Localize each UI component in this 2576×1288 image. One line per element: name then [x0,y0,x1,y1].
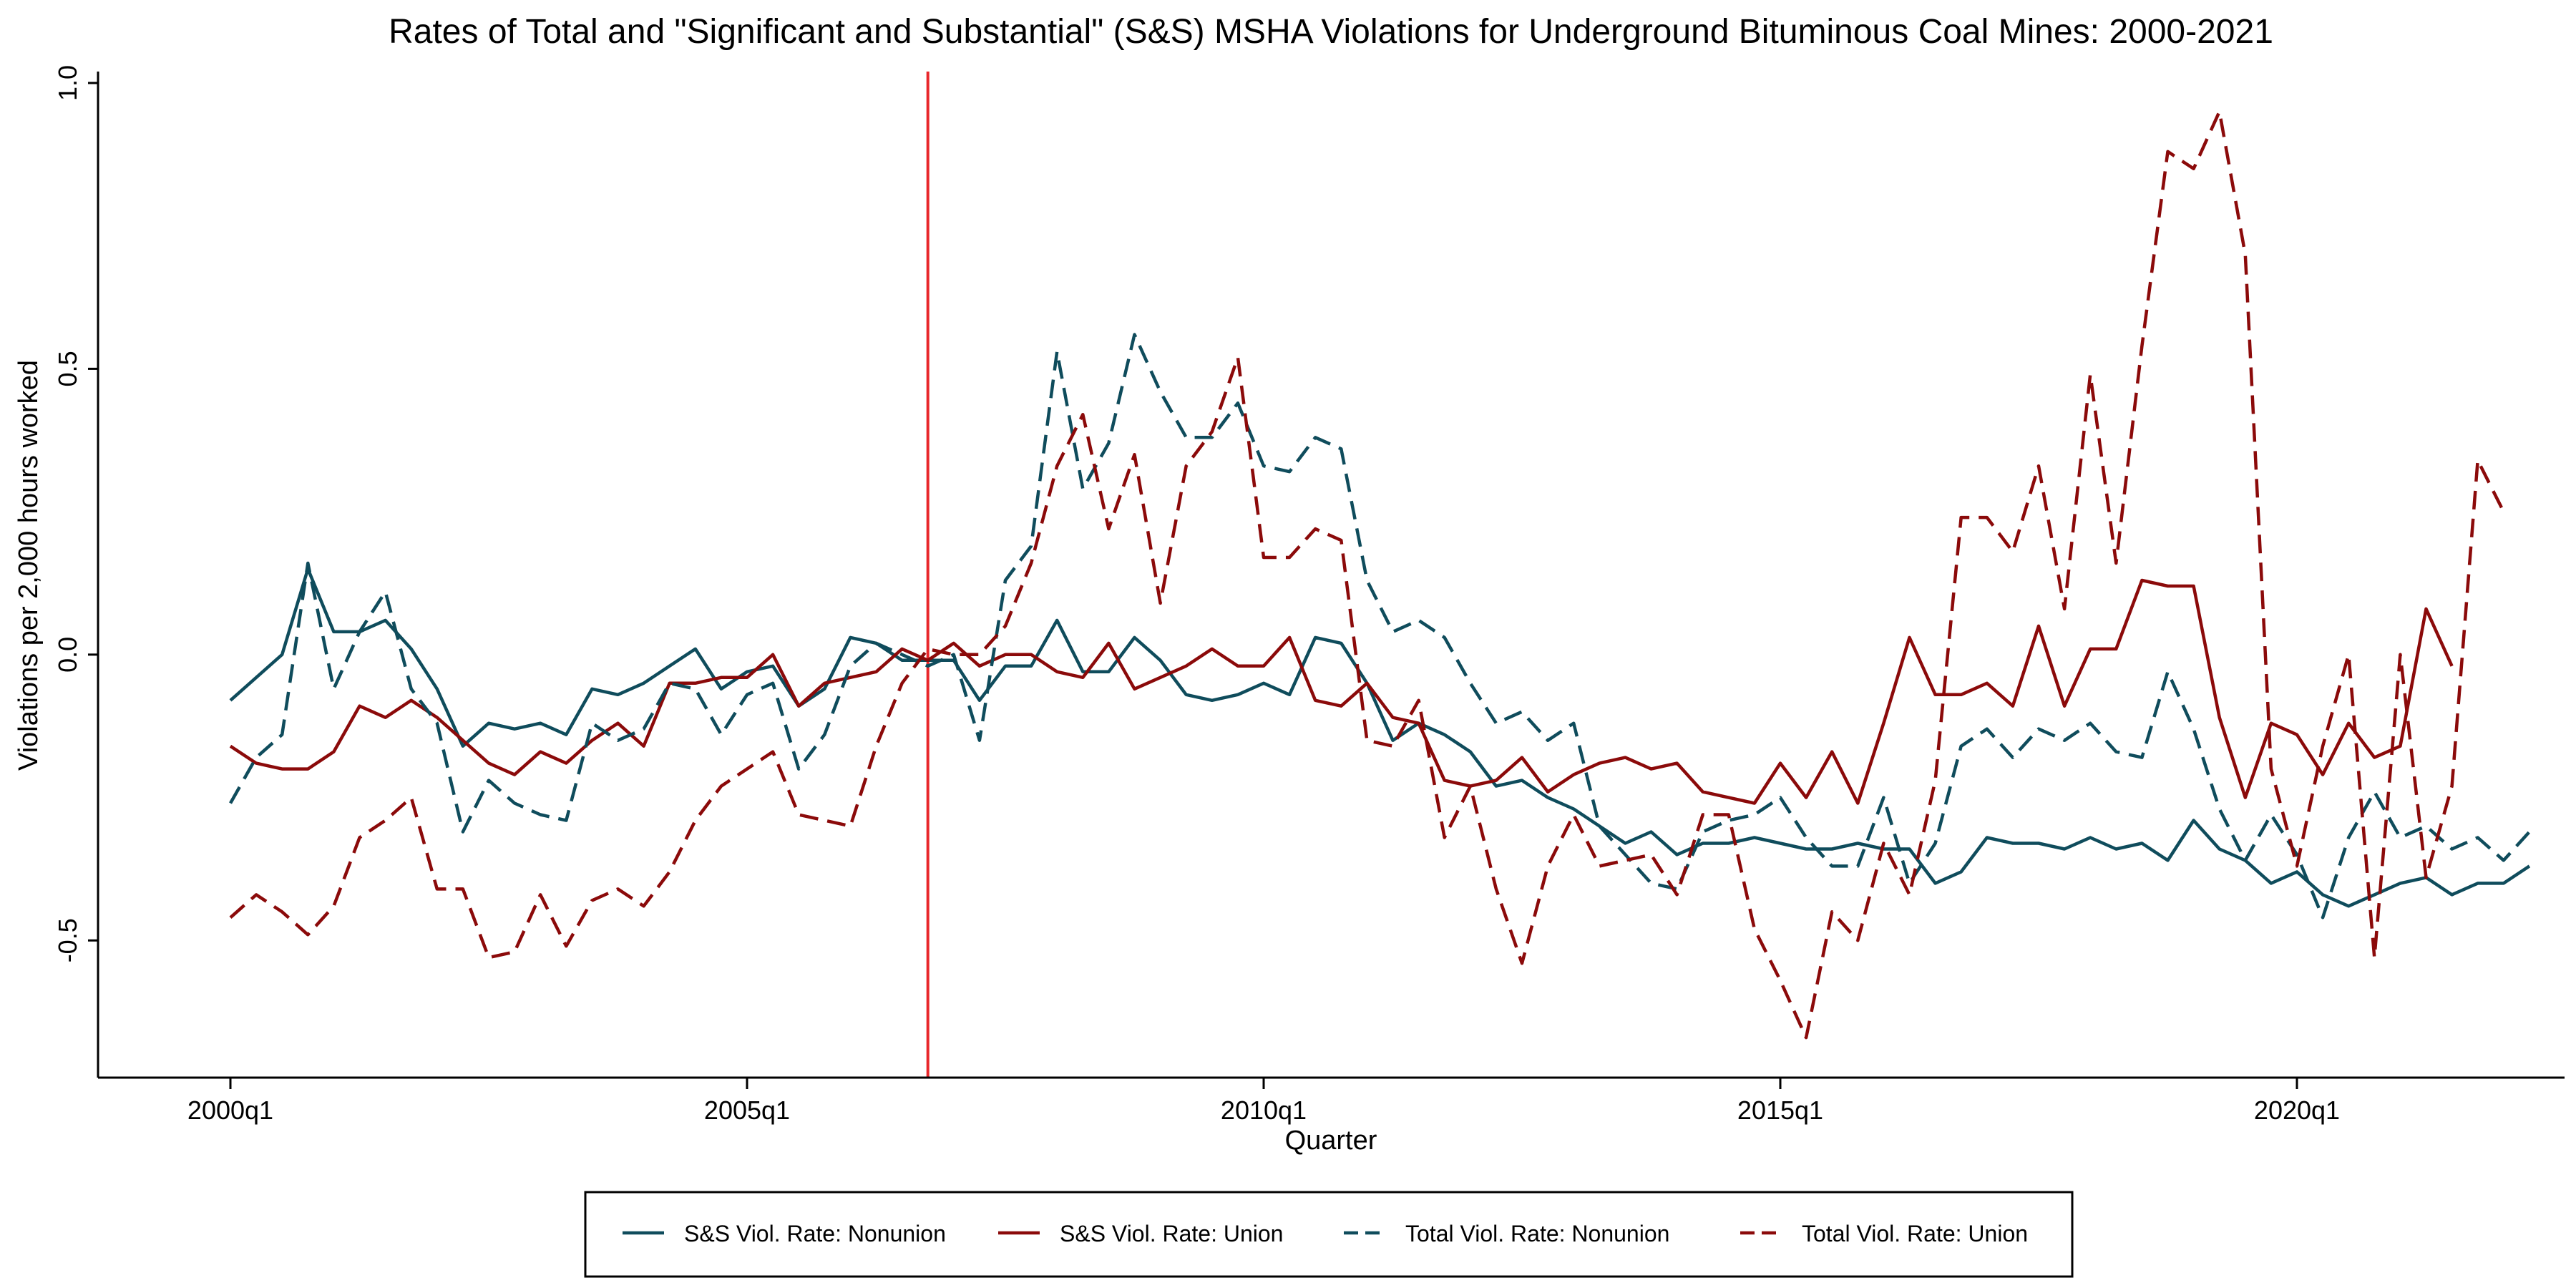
legend-label-2: S&S Viol. Rate: Union [1060,1221,1283,1246]
y-tick-label: 0.0 [53,637,82,673]
series-line-2 [229,578,2454,805]
plot-area [229,72,2531,1078]
y-tick-label: -0.5 [53,918,82,962]
series-line-1 [229,567,2531,908]
x-tick-label: 2010q1 [1221,1096,1307,1125]
x-tick-label: 2015q1 [1737,1096,1823,1125]
y-axis-ticks: -0.5 0.0 0.5 1.0 [53,65,98,962]
series-line-3 [229,333,2531,919]
legend-label-4: Total Viol. Rate: Union [1802,1221,2028,1246]
y-tick-label: 1.0 [53,65,82,101]
y-axis-title: Violations per 2,000 hours worked [14,360,44,771]
legend-box [584,1191,2074,1278]
series-line-4 [229,109,2505,1040]
x-axis-ticks: 2000q1 2005q1 2010q1 2015q1 2020q1 [187,1078,2340,1125]
legend: S&S Viol. Rate: Nonunion S&S Viol. Rate: … [584,1191,2074,1278]
x-tick-label: 2005q1 [704,1096,790,1125]
y-tick-label: 0.5 [53,351,82,386]
x-axis-title: Quarter [1285,1126,1377,1156]
x-tick-label: 2000q1 [187,1096,273,1125]
chart-title: Rates of Total and "Significant and Subs… [389,13,2273,51]
legend-label-1: S&S Viol. Rate: Nonunion [684,1221,946,1246]
x-tick-label: 2020q1 [2254,1096,2340,1125]
legend-label-3: Total Viol. Rate: Nonunion [1405,1221,1669,1246]
